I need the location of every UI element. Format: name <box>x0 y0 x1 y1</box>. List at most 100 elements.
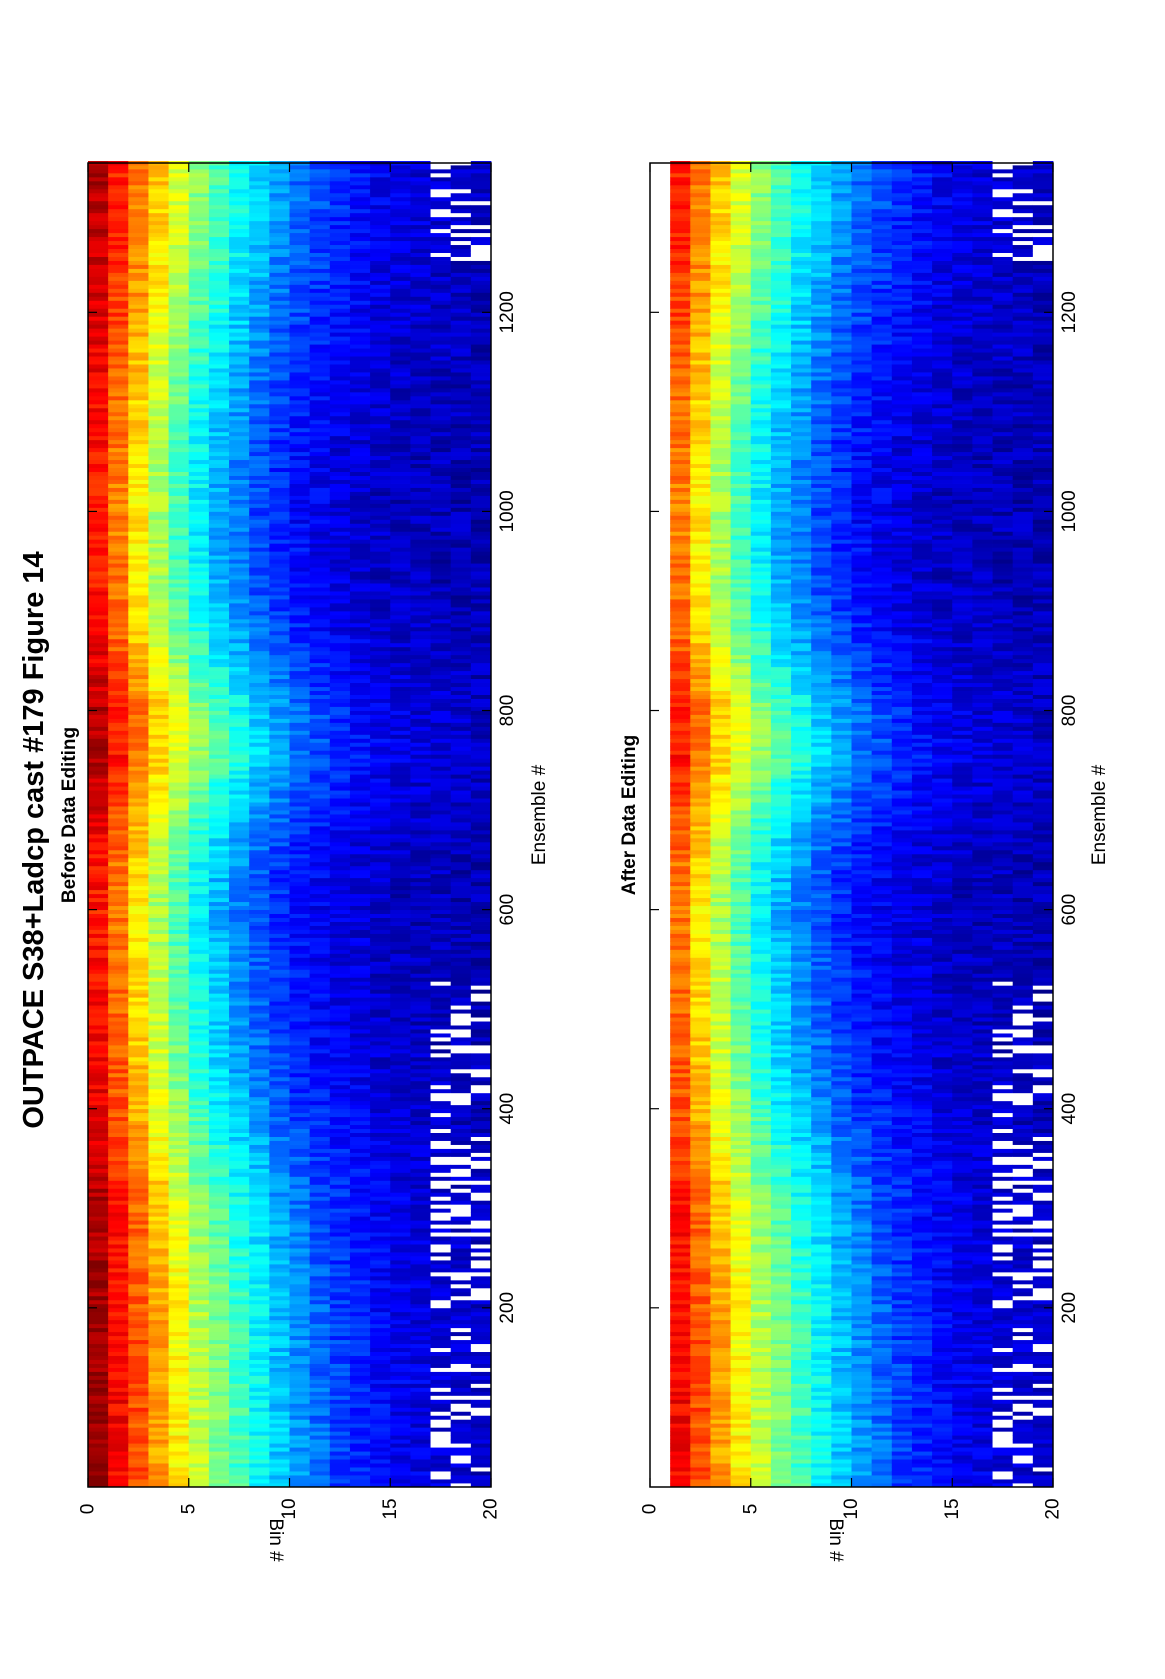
heatmap-cell <box>188 200 210 206</box>
heatmap-cell <box>88 754 109 759</box>
heatmap-cell <box>88 188 109 194</box>
heatmap-cell <box>128 1168 149 1173</box>
heatmap-cell <box>168 180 190 186</box>
heatmap-cell <box>349 674 371 680</box>
heatmap-cell <box>128 188 149 194</box>
heatmap-cell <box>188 1088 210 1094</box>
heatmap-cell <box>309 1112 331 1118</box>
heatmap-cell <box>168 762 190 767</box>
heatmap-cell <box>309 1148 331 1153</box>
heatmap-cell <box>229 467 250 472</box>
heatmap-cell <box>249 666 270 672</box>
heatmap-cell <box>148 618 169 624</box>
heatmap-cell <box>269 822 290 827</box>
heatmap-cell <box>349 909 371 914</box>
heatmap-cell <box>148 861 169 867</box>
heatmap-cell <box>249 1419 270 1424</box>
heatmap-cell <box>249 782 270 787</box>
heatmap-cell <box>289 758 311 763</box>
heatmap-cell <box>349 782 371 787</box>
heatmap-cell <box>148 1005 169 1010</box>
heatmap-cell <box>289 1375 311 1380</box>
heatmap-cell <box>208 1383 230 1388</box>
heatmap-cell <box>148 312 169 317</box>
heatmap-cell <box>370 579 391 584</box>
heatmap-cell <box>349 702 371 707</box>
heatmap-cell <box>148 164 169 170</box>
heatmap-cell <box>289 391 311 397</box>
heatmap-cell <box>168 1307 190 1313</box>
heatmap-cell <box>349 519 371 524</box>
heatmap-cell <box>349 622 371 628</box>
heatmap-cell <box>289 1120 311 1126</box>
heatmap-cell <box>188 941 210 946</box>
heatmap-cell <box>229 228 250 234</box>
heatmap-cell <box>269 256 290 261</box>
heatmap-cell <box>208 1267 230 1273</box>
heatmap-cell <box>108 742 129 747</box>
heatmap-cell <box>249 626 270 632</box>
heatmap-cell <box>370 188 391 194</box>
heatmap-cell <box>249 1439 270 1444</box>
heatmap-cell <box>269 881 290 887</box>
heatmap-cell <box>349 1228 371 1233</box>
heatmap-cell <box>370 1299 391 1305</box>
heatmap-cell <box>88 829 109 835</box>
heatmap-cell <box>269 571 290 576</box>
heatmap-cell <box>370 1443 391 1448</box>
heatmap-cell <box>168 200 190 206</box>
heatmap-cell <box>289 658 311 664</box>
heatmap-cell <box>108 794 129 799</box>
heatmap-cell <box>309 439 331 445</box>
heatmap-cell <box>229 861 250 867</box>
heatmap-cell <box>108 686 129 692</box>
heatmap-cell <box>370 256 391 261</box>
heatmap-cell <box>309 1283 331 1289</box>
heatmap-cell <box>208 1060 230 1066</box>
heatmap-cell <box>188 168 210 174</box>
heatmap-cell <box>349 1076 371 1082</box>
heatmap-cell <box>249 459 270 465</box>
heatmap-cell <box>128 1355 149 1360</box>
heatmap-cell <box>88 495 109 500</box>
heatmap-cell <box>208 336 230 341</box>
heatmap-cell <box>88 1184 109 1189</box>
heatmap-cell <box>108 1355 129 1360</box>
heatmap-cell <box>229 1096 250 1102</box>
heatmap-cell <box>370 750 391 755</box>
heatmap-cell <box>188 945 210 950</box>
heatmap-cell <box>269 579 290 584</box>
heatmap-cell <box>289 587 311 592</box>
heatmap-cell <box>108 1156 129 1161</box>
heatmap-cell <box>370 1140 391 1145</box>
heatmap-cell <box>208 1407 230 1412</box>
heatmap-cell <box>289 622 311 628</box>
heatmap-cell <box>148 1483 169 1488</box>
heatmap-cell <box>188 1064 210 1070</box>
heatmap-cell <box>329 595 351 600</box>
heatmap-cell <box>249 515 270 520</box>
heatmap-cell <box>208 650 230 656</box>
heatmap-cell <box>208 1021 230 1026</box>
heatmap-cell <box>370 1084 391 1090</box>
heatmap-cell <box>188 312 210 317</box>
heatmap-cell <box>269 196 290 202</box>
heatmap-cell <box>168 1363 190 1368</box>
heatmap-cell <box>128 555 149 560</box>
heatmap-cell <box>269 527 290 532</box>
heatmap-cell <box>249 1427 270 1432</box>
heatmap-cell <box>148 1017 169 1022</box>
heatmap-cell <box>208 618 230 624</box>
heatmap-cell <box>269 1279 290 1285</box>
heatmap-cell <box>128 1256 149 1261</box>
heatmap-cell <box>108 766 129 771</box>
heatmap-cell <box>349 184 371 190</box>
heatmap-cell <box>168 810 190 815</box>
heatmap-cell <box>249 814 270 819</box>
heatmap-cell <box>309 507 331 512</box>
heatmap-cell <box>148 802 169 807</box>
heatmap-cell <box>208 921 230 926</box>
heatmap-cell <box>208 188 230 194</box>
heatmap-cell <box>349 463 371 469</box>
heatmap-cell <box>229 746 250 751</box>
